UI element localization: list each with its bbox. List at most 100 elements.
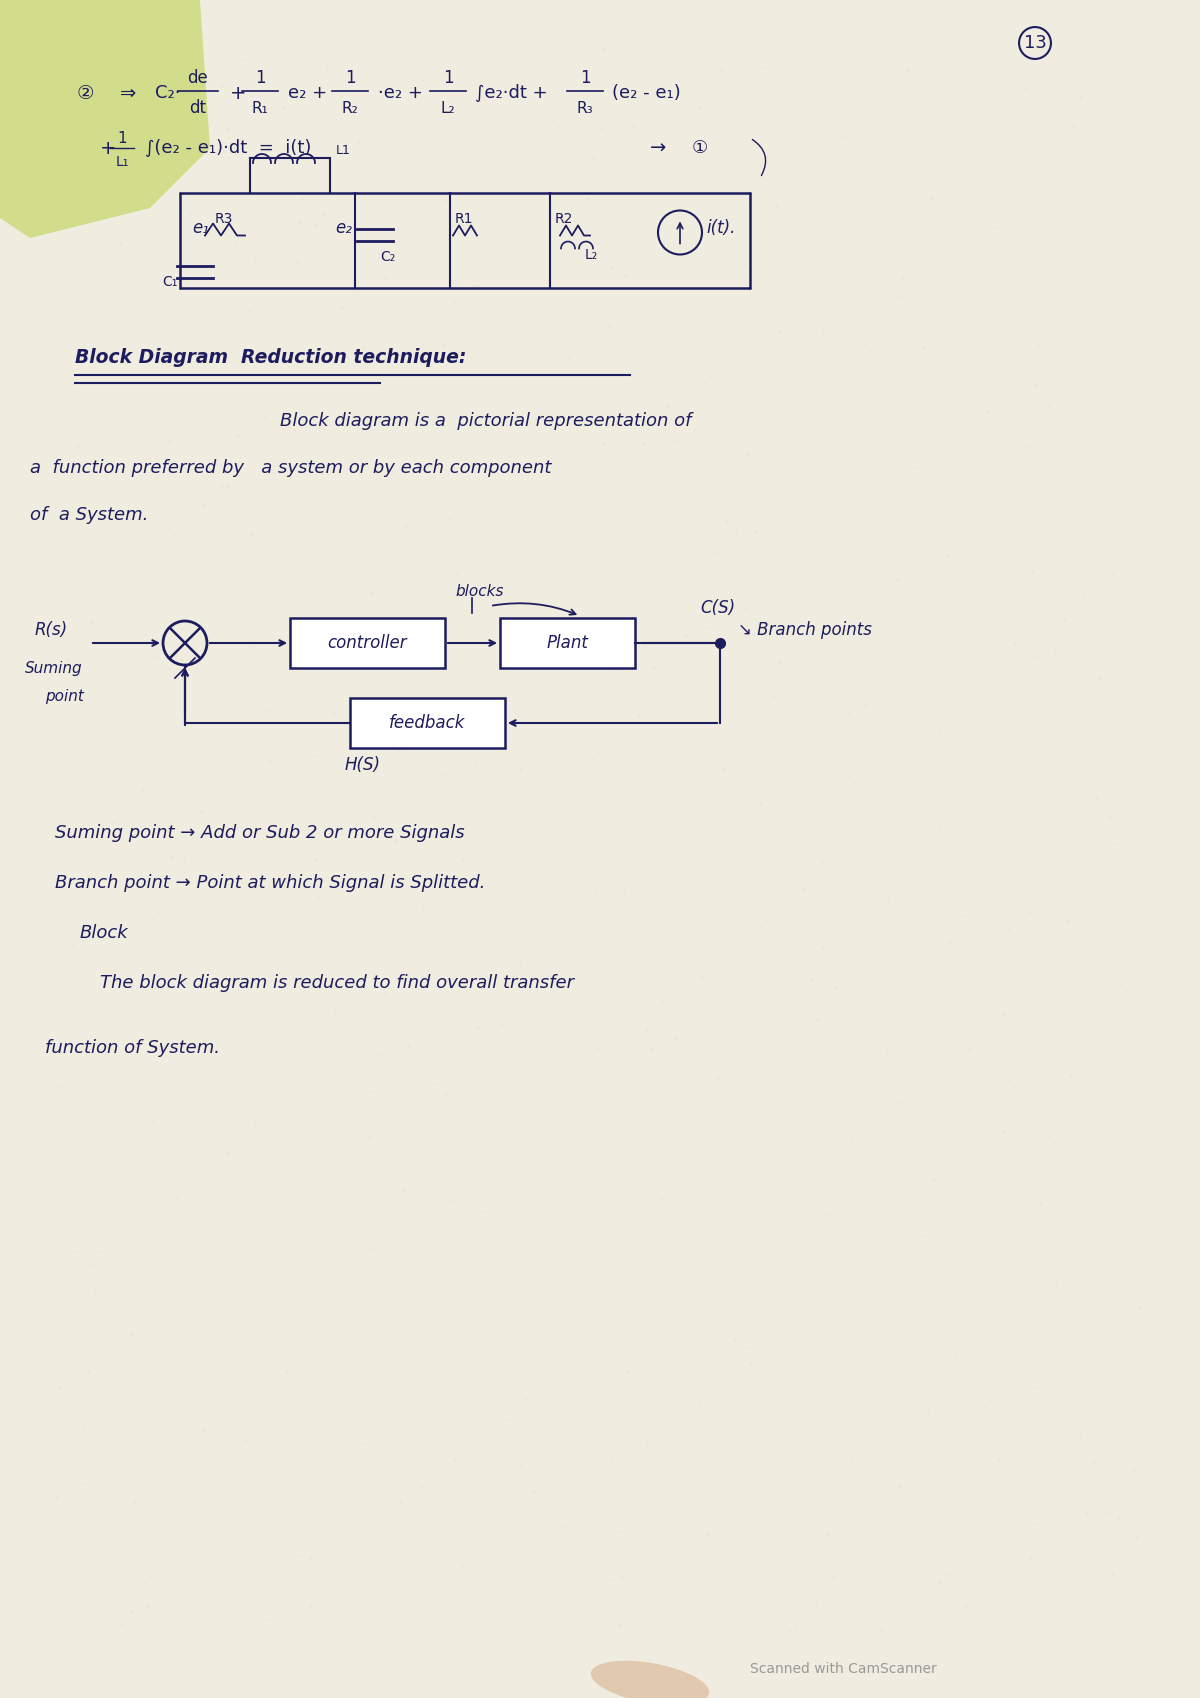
Point [862,338,881,365]
Point [814,934,833,961]
Point [1028,333,1048,360]
Point [956,1594,976,1622]
FancyBboxPatch shape [350,698,505,749]
Point [1020,900,1039,927]
Point [653,988,672,1015]
Point [260,747,280,774]
Text: (e₂ - e₁): (e₂ - e₁) [612,83,680,102]
Point [244,633,263,661]
Point [692,963,712,990]
Point [930,1569,949,1596]
Point [690,1391,709,1418]
Point [824,975,844,1002]
Point [818,1520,838,1547]
Point [152,177,172,204]
Point [974,1394,994,1421]
Point [307,846,326,873]
Point [770,318,790,345]
Text: →: → [650,139,666,158]
Text: R₃: R₃ [577,100,593,115]
Point [698,1521,718,1549]
Text: ∫(e₂ - e₁)·dt  =  i(t): ∫(e₂ - e₁)·dt = i(t) [145,139,311,156]
Point [180,200,199,228]
Text: L1: L1 [336,144,350,156]
Point [878,885,898,912]
Point [736,596,755,623]
Point [839,701,858,728]
Point [82,610,101,637]
Point [1016,433,1036,460]
Point [445,287,464,314]
Point [48,1073,67,1100]
Point [746,518,766,545]
Point [888,1088,907,1116]
Point [1074,581,1093,608]
Point [887,567,906,594]
Point [443,1187,462,1214]
Point [1063,114,1082,141]
Point [398,1032,418,1060]
Point [941,929,960,956]
Point [64,932,83,959]
Point [355,1430,374,1457]
Point [644,654,664,681]
Point [823,1562,842,1589]
Point [404,628,424,655]
Text: 1: 1 [443,70,454,87]
Point [708,538,727,565]
Point [383,618,402,645]
Point [802,964,821,992]
Point [877,1039,896,1066]
Point [600,312,619,340]
Point [677,621,696,649]
Text: H(S): H(S) [346,756,382,774]
Point [144,1109,163,1136]
Point [602,1447,622,1474]
Text: dt: dt [190,98,206,117]
Point [820,1200,839,1228]
Point [317,56,336,83]
Point [800,1516,820,1543]
Point [1021,1543,1040,1571]
Point [1000,917,1019,944]
Point [302,1543,322,1571]
Point [1057,907,1076,934]
Point [192,798,211,825]
Point [560,343,580,370]
Point [666,1026,685,1053]
Point [445,1447,464,1474]
Point [138,1593,157,1620]
Text: C₂·: C₂· [155,83,180,102]
Text: of  a System.: of a System. [30,506,149,525]
Text: 1: 1 [580,70,590,87]
Text: C₁: C₁ [162,275,178,289]
Point [78,1357,97,1384]
Point [1039,391,1058,418]
Point [324,700,343,727]
Point [160,428,179,455]
Point [918,1399,937,1426]
Point [287,248,306,275]
Point [994,1000,1013,1027]
Point [196,97,215,124]
Point [396,513,415,540]
Point [750,914,769,941]
Point [1124,1457,1144,1484]
Point [452,1552,472,1579]
Point [125,1489,144,1516]
Point [172,49,191,76]
Point [1026,372,1045,399]
Point [68,433,88,460]
Point [914,335,934,362]
Point [347,1501,366,1528]
Point [448,560,467,588]
Point [593,36,612,63]
Point [325,997,344,1024]
Point [988,214,1007,241]
Point [931,380,950,408]
Point [552,1513,571,1540]
Point [667,426,686,453]
Point [46,115,65,143]
Point [1108,1510,1127,1537]
Point [376,980,395,1007]
